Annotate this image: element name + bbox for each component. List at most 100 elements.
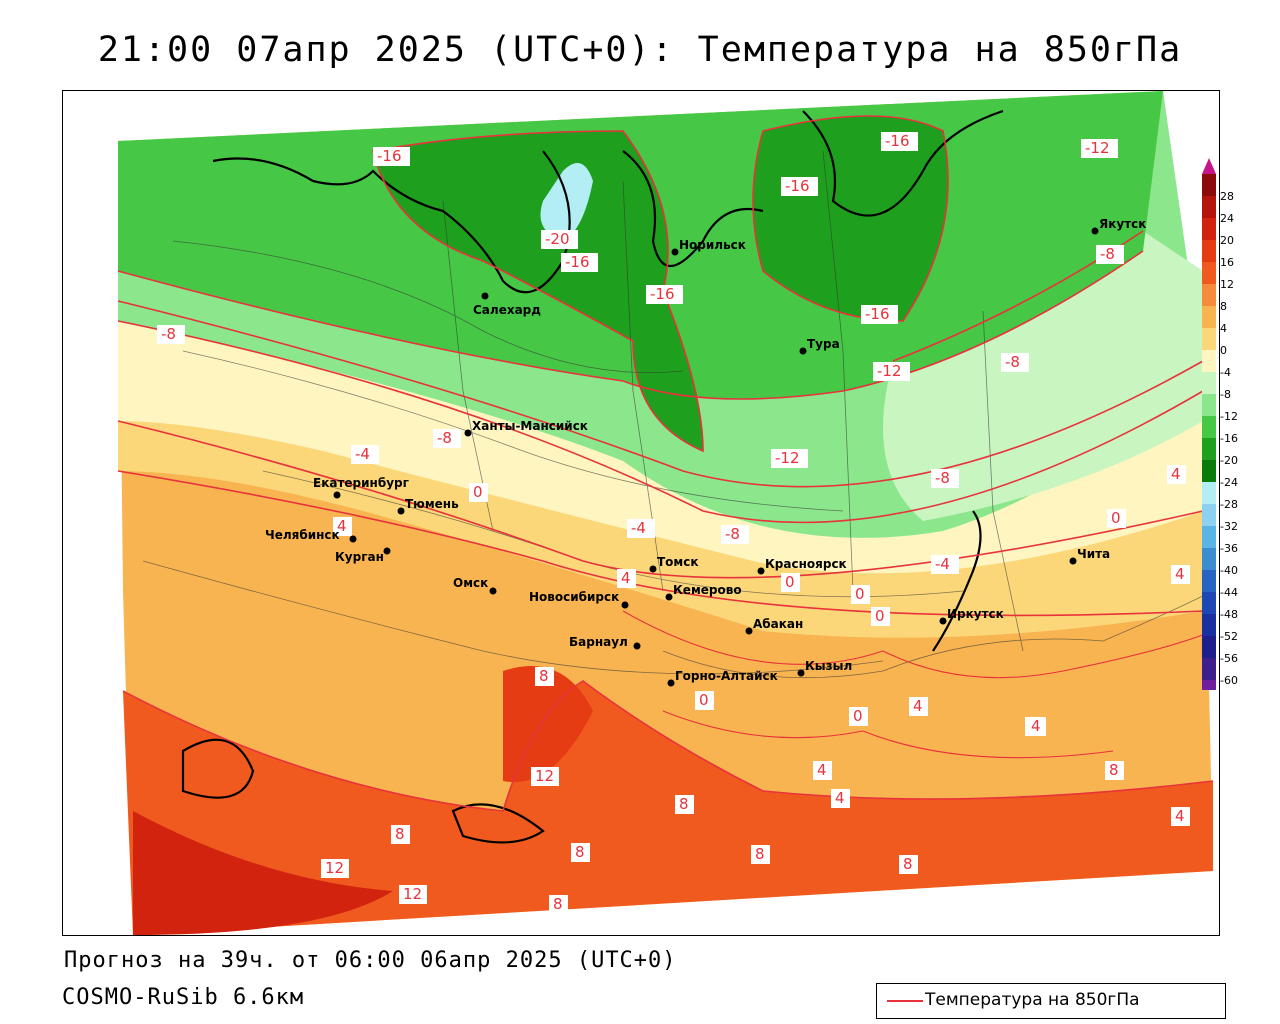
city-dot	[671, 248, 679, 256]
isotherm-label: 8	[553, 895, 563, 913]
isotherm-label: -8	[935, 469, 950, 487]
isotherm-label: -12	[1085, 139, 1110, 157]
city-dot	[757, 567, 765, 575]
colorbar-tick-label: 0	[1220, 344, 1227, 357]
colorbar-tick-label: -20	[1220, 454, 1238, 467]
isotherm-label: 0	[1111, 509, 1121, 527]
isotherm-label-bg	[571, 843, 590, 862]
city-dot	[489, 587, 497, 595]
isotherm-label: 4	[835, 789, 845, 807]
colorbar-tick-label: -48	[1220, 608, 1238, 621]
isotherm-label: -8	[1100, 245, 1115, 263]
colorbar-tick-label: -16	[1220, 432, 1238, 445]
isotherm-label-bg	[541, 230, 578, 249]
colorbar-swatch	[1202, 416, 1216, 438]
isotherm-label-bg	[1171, 807, 1190, 826]
isotherm-label: -16	[785, 177, 810, 195]
isotherm-label-bg	[781, 177, 818, 196]
isotherm-label: -4	[631, 519, 646, 537]
isotherm-label-bg	[617, 569, 636, 588]
city-label: Курган	[335, 550, 384, 564]
isotherm-label: 4	[1171, 465, 1181, 483]
city-dot	[797, 669, 805, 677]
city-label: Екатеринбург	[313, 476, 409, 490]
isotherm-label-bg	[399, 885, 427, 904]
colorbar-tick-label: -32	[1220, 520, 1238, 533]
isotherm-label-bg	[931, 469, 959, 488]
isotherm-label: -8	[161, 325, 176, 343]
city-dot	[621, 601, 629, 609]
isotherm-label: 4	[817, 761, 827, 779]
isotherm-label-bg	[433, 429, 461, 448]
isotherm-label-bg	[831, 789, 850, 808]
isotherm-label-bg	[531, 767, 559, 786]
isotherm-label-bg	[561, 253, 598, 272]
colorbar-tick-label: 16	[1220, 256, 1234, 269]
city-label: Иркутск	[947, 607, 1004, 621]
city-dot	[939, 617, 947, 625]
isotherm-label: -16	[565, 253, 590, 271]
city-label: Челябинск	[265, 528, 340, 542]
colorbar-swatch	[1202, 504, 1216, 526]
isotherm-label: 12	[403, 885, 422, 903]
isotherm-label: 8	[539, 667, 549, 685]
city-dot	[349, 535, 357, 543]
colorbar-swatch	[1202, 636, 1216, 658]
isotherm-label: 0	[853, 707, 863, 725]
isotherm-label-bg	[627, 519, 655, 538]
colorbar-swatch	[1202, 372, 1216, 394]
isotherm-label-bg	[721, 525, 749, 544]
city-markers: Салехард Норильск Якутск Тура Ханты-Мансийск…	[265, 217, 1146, 687]
isotherm-label-bg	[1105, 761, 1124, 780]
isotherm-label-bg	[751, 845, 770, 864]
city-label: Кемерово	[673, 583, 742, 597]
model-name: COSMO-RuSib 6.6км	[62, 985, 305, 1010]
map-title: 21:00 07апр 2025 (UTC+0): Температура на…	[97, 30, 1183, 70]
isotherm-label: 4	[337, 517, 347, 535]
isotherm-label: 0	[855, 585, 865, 603]
colorbar-tick-label: -40	[1220, 564, 1238, 577]
isotherm-label-bg	[469, 483, 488, 502]
colorbar-tick-label: -44	[1220, 586, 1238, 599]
isotherm-label-bg	[675, 795, 694, 814]
isotherm-label: 12	[325, 859, 344, 877]
isotherm-label-bg	[899, 855, 918, 874]
city-label: Абакан	[753, 617, 803, 631]
isotherm-lines	[117, 115, 1214, 812]
isotherm-label-bg	[861, 305, 898, 324]
city-dot	[1069, 557, 1077, 565]
isotherm-label: -8	[1005, 353, 1020, 371]
colorbar-swatch	[1202, 482, 1216, 504]
isotherm-label: 4	[1175, 807, 1185, 825]
isotherm-label: 4	[621, 569, 631, 587]
colorbar-swatch	[1202, 240, 1216, 262]
colorbar-tick-label: -56	[1220, 652, 1238, 665]
city-label: Тура	[807, 337, 840, 351]
colorbar-swatch	[1202, 196, 1216, 218]
colorbar-swatch	[1202, 262, 1216, 284]
city-dot	[464, 429, 472, 437]
city-dot	[667, 679, 675, 687]
map-legend: Температура на 850гПа	[876, 983, 1226, 1019]
colorbar-swatch	[1202, 526, 1216, 548]
isotherm-label: -8	[437, 429, 452, 447]
isotherm-label: -4	[355, 445, 370, 463]
city-dot	[745, 627, 753, 635]
isotherm-label-bg	[157, 325, 185, 344]
isotherm-label-bg	[1081, 139, 1118, 158]
city-label: Красноярск	[765, 557, 847, 571]
city-label: Новосибирск	[529, 590, 619, 604]
colorbar-tick-label: -28	[1220, 498, 1238, 511]
isotherm-label-bg	[1096, 245, 1124, 264]
colorbar: 28 24 20 16 12 8 4 0 -4 -8 -12 -16 -20 -24 -28 -32 -36 -4…	[1202, 158, 1238, 690]
city-dot	[799, 347, 807, 355]
colorbar-tick-label: -60	[1220, 674, 1238, 687]
isotherm-label-bg	[1001, 353, 1029, 372]
city-label: Салехард	[473, 303, 541, 317]
isotherm-label: -12	[775, 449, 800, 467]
isotherm-label-bg	[351, 445, 379, 464]
isotherm-label-bg	[646, 285, 683, 304]
city-label: Чита	[1077, 547, 1110, 561]
isotherm-label-bg	[1171, 565, 1190, 584]
colorbar-tick-label: 28	[1220, 190, 1234, 203]
